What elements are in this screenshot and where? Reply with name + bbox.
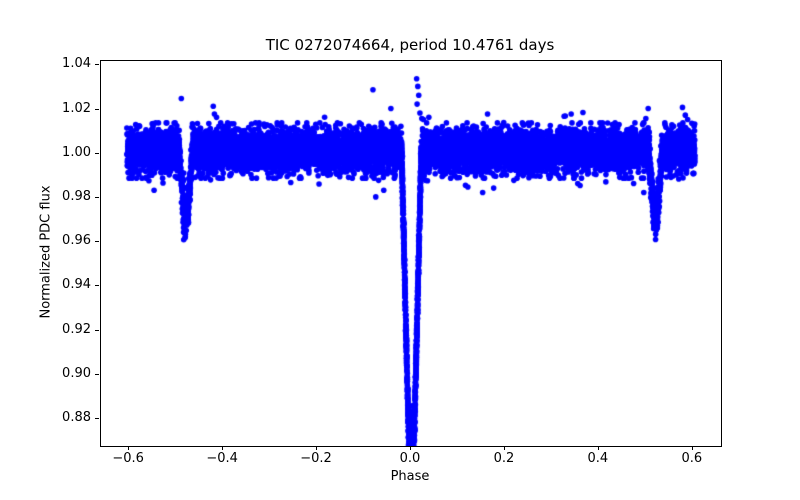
y-tick-label: 1.00 [62,144,91,160]
x-tick-label: −0.6 [112,451,144,466]
y-tick-label: 0.90 [62,365,91,381]
y-tick-label: 0.98 [62,189,91,205]
x-axis-label: Phase [390,469,430,484]
x-tick-label: 0.4 [587,451,609,466]
y-tick-label: 0.92 [62,321,91,337]
y-tick-label: 1.04 [62,56,91,72]
x-tick-label: 0.6 [681,451,703,466]
x-tick-label: 0.0 [399,451,421,466]
y-tick-mark [95,197,99,199]
y-tick-label: 0.88 [62,410,91,426]
x-tick-mark [128,446,130,450]
y-tick-mark [95,64,99,66]
x-tick-mark [316,446,318,450]
y-axis-label: Normalized PDC flux [38,185,54,319]
x-tick-mark [691,446,693,450]
y-tick-mark [95,241,99,243]
y-tick-label: 0.94 [62,277,91,293]
x-tick-mark [597,446,599,450]
y-tick-mark [95,152,99,154]
y-tick-mark [95,373,99,375]
x-tick-label: −0.4 [206,451,238,466]
plot-area [100,60,722,447]
y-tick-mark [95,418,99,420]
y-tick-mark [95,285,99,287]
y-tick-label: 1.02 [62,100,91,116]
y-tick-mark [95,108,99,110]
x-tick-mark [222,446,224,450]
chart-title: TIC 0272074664, period 10.4761 days [265,36,555,54]
y-tick-label: 0.96 [62,233,91,249]
x-tick-label: −0.2 [300,451,332,466]
x-tick-mark [503,446,505,450]
x-tick-label: 0.2 [493,451,515,466]
x-tick-mark [410,446,411,450]
y-tick-mark [95,329,99,331]
scatter-canvas [101,61,721,446]
